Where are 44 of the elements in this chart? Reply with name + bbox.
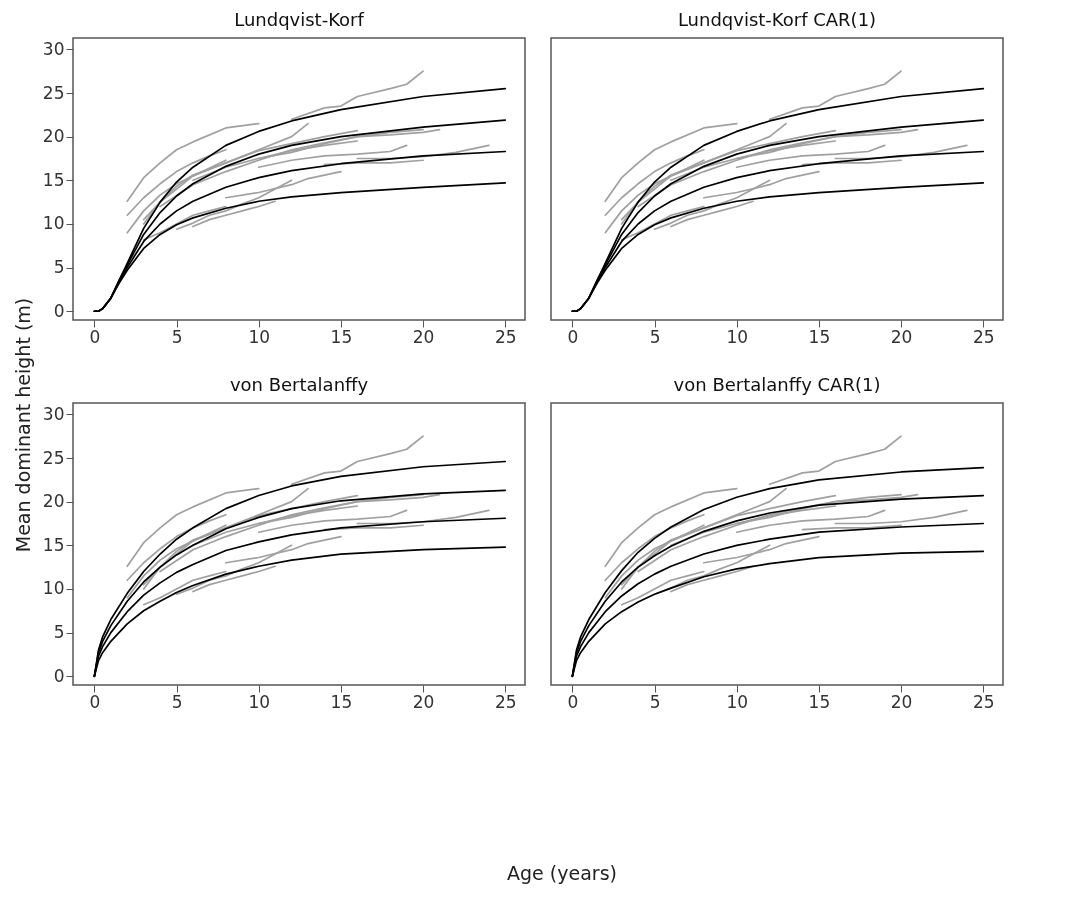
y-tick-label: 5 bbox=[53, 257, 65, 278]
x-tick-label: 5 bbox=[649, 326, 661, 347]
y-tick-label: 30 bbox=[42, 38, 65, 59]
x-tick-label: 25 bbox=[972, 691, 995, 712]
x-tick-label: 20 bbox=[890, 691, 913, 712]
x-tick-label: 0 bbox=[567, 691, 579, 712]
x-tick-label: 25 bbox=[494, 691, 517, 712]
y-tick-label: 5 bbox=[53, 622, 65, 643]
x-tick-label: 25 bbox=[972, 326, 995, 347]
x-tick-label: 5 bbox=[171, 326, 183, 347]
x-tick-label: 15 bbox=[330, 691, 353, 712]
x-axis-title: Age (years) bbox=[506, 862, 618, 884]
y-tick-label: 10 bbox=[42, 578, 65, 599]
x-tick-label: 15 bbox=[808, 691, 831, 712]
y-tick-label: 30 bbox=[42, 403, 65, 424]
x-tick-label: 10 bbox=[726, 326, 749, 347]
x-tick-label: 0 bbox=[89, 691, 101, 712]
x-tick-label: 15 bbox=[808, 326, 831, 347]
y-tick-label: 15 bbox=[42, 534, 65, 555]
y-tick-label: 15 bbox=[42, 169, 65, 190]
x-tick-label: 5 bbox=[171, 691, 183, 712]
chart-title: von Bertalanffy bbox=[229, 374, 369, 395]
y-tick-label: 10 bbox=[42, 213, 65, 234]
x-tick-label: 20 bbox=[412, 691, 435, 712]
y-tick-label: 25 bbox=[42, 447, 65, 468]
chart-title: Lundqvist-Korf CAR(1) bbox=[677, 9, 877, 30]
y-axis-title: Mean dominant height (m) bbox=[12, 297, 34, 553]
x-tick-label: 10 bbox=[248, 326, 271, 347]
y-tick-label: 20 bbox=[42, 126, 65, 147]
x-tick-label: 5 bbox=[649, 691, 661, 712]
chart-title: von Bertalanffy CAR(1) bbox=[673, 374, 881, 395]
x-tick-label: 20 bbox=[890, 326, 913, 347]
x-tick-label: 10 bbox=[726, 691, 749, 712]
y-tick-label: 0 bbox=[53, 300, 65, 321]
y-tick-label: 20 bbox=[42, 491, 65, 512]
x-tick-label: 25 bbox=[494, 326, 517, 347]
y-tick-label: 25 bbox=[42, 82, 65, 103]
chart-title: Lundqvist-Korf bbox=[234, 9, 365, 30]
x-tick-label: 0 bbox=[567, 326, 579, 347]
y-tick-label: 0 bbox=[53, 665, 65, 686]
x-tick-label: 10 bbox=[248, 691, 271, 712]
x-tick-label: 0 bbox=[89, 326, 101, 347]
x-tick-label: 15 bbox=[330, 326, 353, 347]
x-tick-label: 20 bbox=[412, 326, 435, 347]
